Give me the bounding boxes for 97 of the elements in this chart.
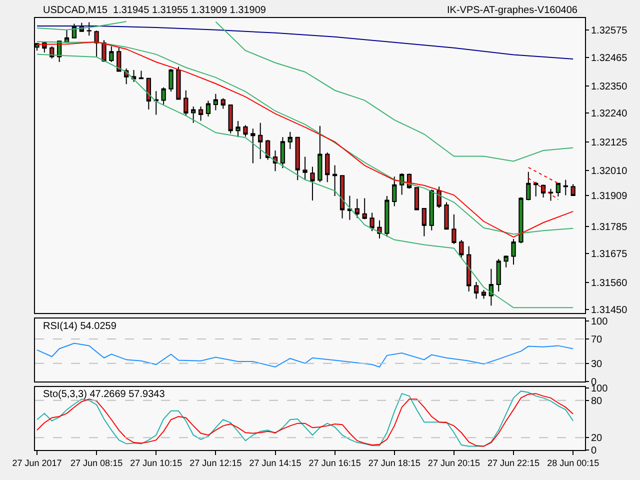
candlestick xyxy=(184,90,188,116)
candlestick xyxy=(168,68,174,92)
y-tick-label: 1.32465 xyxy=(591,52,628,64)
candlestick xyxy=(310,166,315,202)
candlestick xyxy=(444,202,449,230)
candlestick xyxy=(295,136,300,181)
candlestick xyxy=(496,258,501,292)
y-tick-label: 0 xyxy=(591,445,597,456)
x-tick-label: 28 Jun 00:15 xyxy=(547,458,600,468)
candlestick xyxy=(347,195,352,220)
y-tick-label: 100 xyxy=(591,316,608,328)
candlestick xyxy=(504,254,508,268)
line-series xyxy=(36,54,574,308)
y-tick-label: 1.32575 xyxy=(591,25,628,36)
x-tick-label: 27 Jun 18:15 xyxy=(368,458,420,468)
x-tick-label: 27 Jun 20:15 xyxy=(428,458,480,468)
y-tick-label: 1.32125 xyxy=(591,137,628,148)
candlestick xyxy=(138,70,144,80)
candlestick xyxy=(474,282,479,300)
y-tick-label: 30 xyxy=(591,358,603,370)
y-tick-label: 20 xyxy=(591,433,603,444)
y-tick-label: 1.31675 xyxy=(591,249,628,260)
candlestick xyxy=(102,40,106,63)
candlestick xyxy=(146,78,151,110)
candlestick xyxy=(228,104,233,134)
candlestick xyxy=(481,290,486,300)
y-tick-label: 1.31450 xyxy=(591,305,628,316)
candlestick xyxy=(548,188,554,202)
x-tick-label: 27 Jun 16:15 xyxy=(308,458,361,468)
candlestick xyxy=(94,30,99,58)
chart-title: Sto(5,3,3) 47.2669 57.9343 xyxy=(43,389,166,400)
candlestick xyxy=(400,172,404,196)
candlestick xyxy=(556,182,561,198)
candlestick xyxy=(176,66,181,100)
candlestick xyxy=(280,136,286,169)
candlestick xyxy=(488,268,494,306)
candlestick xyxy=(429,189,434,231)
candlestick xyxy=(362,198,367,220)
y-tick-label: 1.31785 xyxy=(591,222,628,233)
x-tick-label: 27 Jun 12:15 xyxy=(190,458,242,468)
candlestick xyxy=(109,46,114,63)
candlestick xyxy=(422,208,426,237)
candlestick xyxy=(243,124,248,138)
candlestick xyxy=(354,198,360,218)
y-tick-label: 70 xyxy=(591,334,603,346)
candlestick xyxy=(302,156,308,181)
candlestick xyxy=(288,131,292,150)
x-tick-label: 27 Jun 10:15 xyxy=(130,458,182,468)
candlestick xyxy=(236,120,240,138)
y-tick-label: 1.32010 xyxy=(591,166,628,177)
candlestick xyxy=(370,212,374,232)
x-tick-label: 27 Jun 2017 xyxy=(12,458,62,468)
candlestick xyxy=(220,98,226,110)
y-tick-label: 1.31909 xyxy=(591,191,628,202)
line-series xyxy=(36,342,574,368)
y-tick-label: 1.31560 xyxy=(591,278,628,289)
candlestick xyxy=(511,238,516,266)
candlestick xyxy=(414,186,420,211)
chart-title: USDCAD,M15 1.31945 1.31955 1.31909 1.31909 xyxy=(43,5,266,16)
candlestick xyxy=(452,214,456,245)
candlestick xyxy=(213,93,218,111)
candlestick xyxy=(332,164,338,197)
y-tick-label: 1.32350 xyxy=(591,81,628,92)
candlestick xyxy=(436,186,442,208)
candlestick xyxy=(325,152,330,183)
candlestick xyxy=(563,179,568,196)
text: IK-VPS-AT-graphes-V160406 xyxy=(447,5,578,16)
y-tick-label: 1.32240 xyxy=(591,108,628,120)
candlestick xyxy=(540,184,546,198)
candlestick xyxy=(131,69,136,82)
x-tick-label: 27 Jun 08:15 xyxy=(70,458,123,468)
candlestick xyxy=(206,100,211,117)
candlestick xyxy=(466,246,472,292)
candlestick xyxy=(250,128,256,164)
candlestick xyxy=(459,240,464,258)
y-tick-label: 80 xyxy=(591,396,603,407)
y-tick-label: 100 xyxy=(591,383,608,394)
candlestick xyxy=(154,90,158,116)
candlestick xyxy=(340,175,345,219)
candlestick xyxy=(161,86,166,106)
candlestick xyxy=(191,106,196,124)
candlestick xyxy=(86,22,92,36)
x-tick-label: 27 Jun 22:15 xyxy=(487,458,540,468)
candlestick xyxy=(534,181,538,198)
candlestick xyxy=(384,196,390,238)
candlestick xyxy=(518,196,524,244)
chart-title: RSI(14) 54.0259 xyxy=(43,321,117,332)
candlestick xyxy=(198,106,204,122)
candlestick xyxy=(64,30,70,43)
candlestick xyxy=(116,47,122,72)
line-series xyxy=(36,25,574,60)
candlestick xyxy=(526,171,531,201)
candlestick xyxy=(258,122,263,160)
candlestick xyxy=(318,125,322,183)
x-tick-label: 27 Jun 14:15 xyxy=(249,458,302,468)
candlestick xyxy=(570,184,576,196)
candlestick xyxy=(392,176,397,207)
